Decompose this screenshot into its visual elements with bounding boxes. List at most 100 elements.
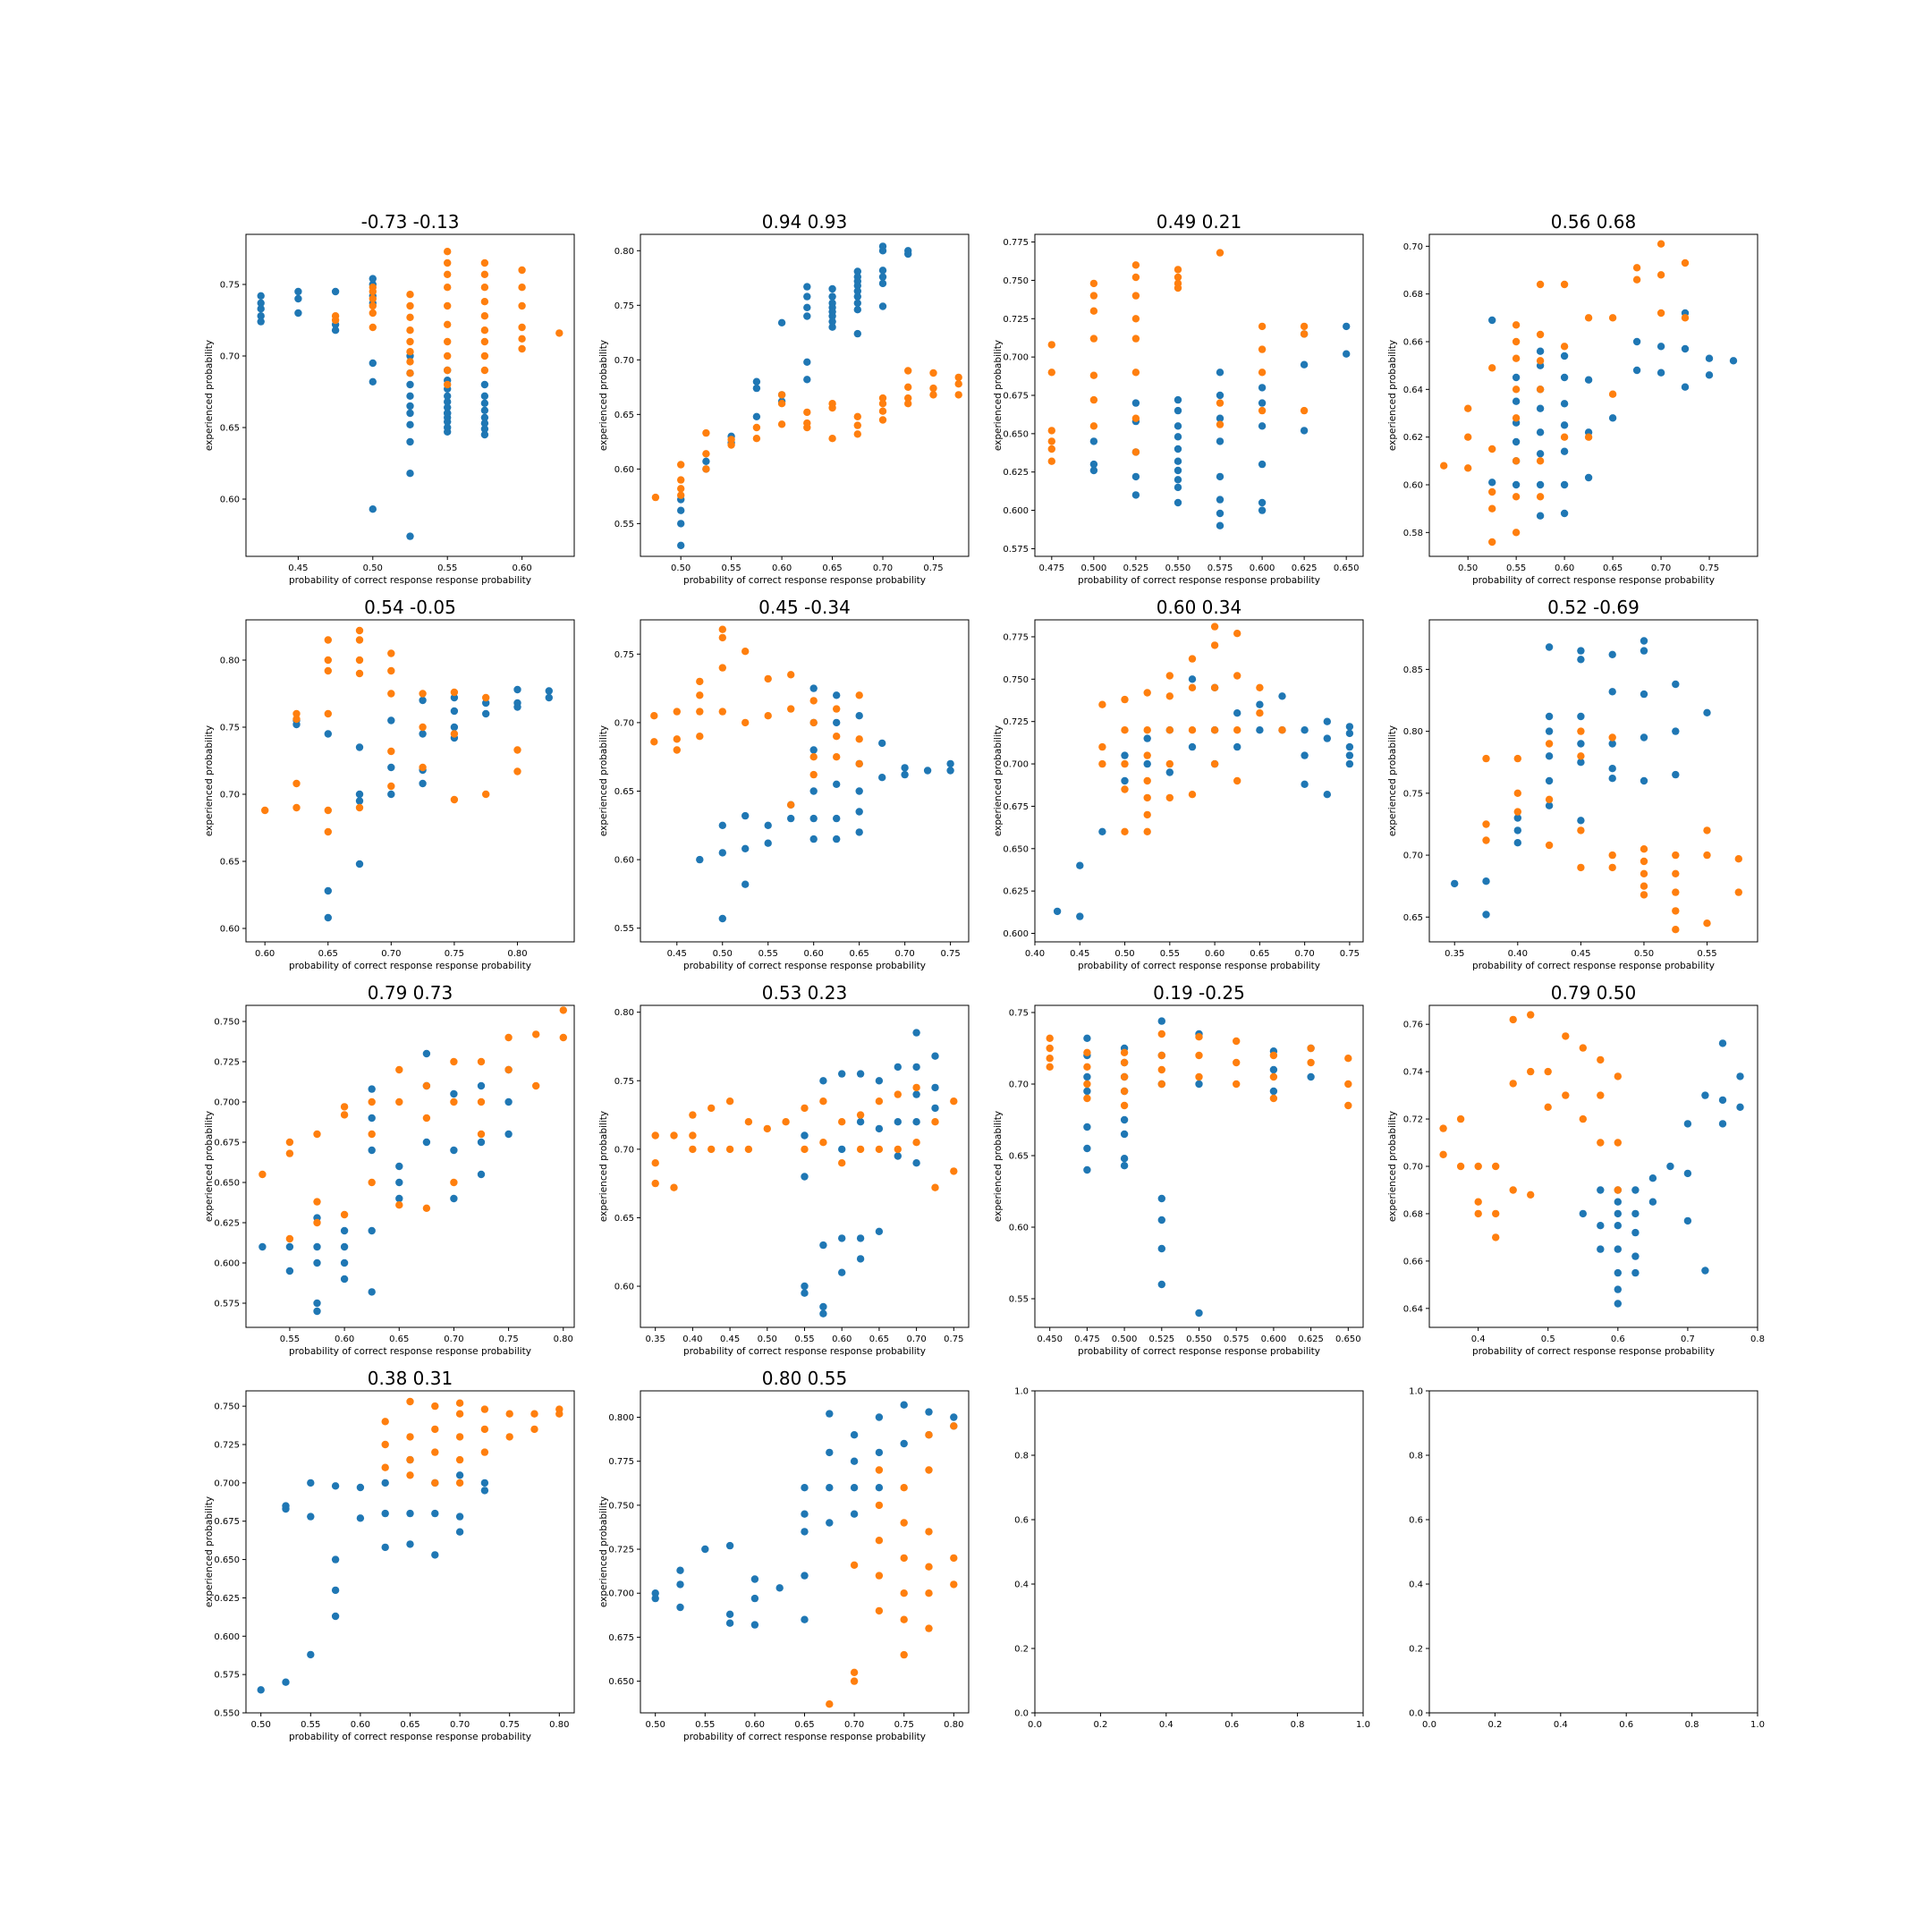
data-point	[878, 774, 886, 782]
subplot-title: 0.80 0.55	[762, 1368, 847, 1389]
x-tick-label: 0.75	[500, 1720, 520, 1730]
data-point	[931, 1104, 939, 1113]
data-point	[833, 835, 841, 843]
y-tick-label: 0.600	[214, 1632, 240, 1642]
data-point	[925, 1528, 933, 1536]
data-point	[764, 712, 772, 720]
data-point	[1121, 776, 1129, 785]
data-point	[1083, 1072, 1091, 1081]
data-point	[406, 1433, 414, 1441]
data-point	[954, 380, 962, 388]
y-tick-label: 1.0	[1409, 1387, 1423, 1397]
data-point	[369, 323, 377, 332]
data-point	[1536, 280, 1545, 289]
data-point	[482, 699, 490, 708]
data-point	[530, 1410, 538, 1418]
data-point	[1188, 675, 1197, 683]
series-2	[331, 248, 564, 389]
data-point	[1509, 1186, 1517, 1194]
data-point	[838, 1268, 846, 1276]
data-point	[1672, 770, 1680, 779]
data-point	[422, 1081, 431, 1090]
x-tick-label: 0.75	[1340, 949, 1360, 959]
x-tick-label: 0.45	[720, 1335, 740, 1344]
x-axis-label: probability of correct response response…	[289, 1732, 531, 1742]
data-point	[1344, 1101, 1352, 1110]
y-axis-label: experienced probability	[1387, 725, 1398, 836]
x-tick-label: 0.4	[1471, 1335, 1486, 1344]
data-point	[809, 753, 818, 761]
data-point	[1640, 776, 1648, 785]
data-point	[809, 770, 818, 779]
data-point	[1577, 727, 1585, 735]
data-point	[292, 779, 301, 788]
data-point	[875, 1227, 884, 1236]
data-point	[505, 1410, 513, 1418]
data-point	[904, 367, 912, 375]
data-point	[701, 1545, 709, 1554]
data-point	[406, 420, 414, 428]
data-point	[900, 1519, 908, 1527]
data-point	[419, 779, 427, 788]
data-point	[395, 1178, 403, 1187]
data-point	[1512, 529, 1521, 537]
data-point	[750, 1621, 759, 1629]
data-point	[444, 352, 452, 360]
data-point	[1120, 1058, 1129, 1067]
data-point	[801, 1572, 809, 1580]
data-point	[285, 1267, 294, 1275]
data-point	[313, 1258, 321, 1267]
data-point	[950, 1580, 958, 1589]
data-point	[1089, 395, 1098, 404]
x-axis-label: probability of correct response response…	[683, 575, 926, 586]
data-point	[925, 1624, 933, 1632]
data-point	[406, 1540, 414, 1548]
data-point	[406, 369, 414, 377]
data-point	[931, 1083, 939, 1092]
x-tick-label: 0.4	[1554, 1720, 1568, 1730]
data-point	[727, 441, 735, 449]
x-tick-label: 0.650	[1335, 1335, 1361, 1344]
data-point	[450, 1194, 458, 1203]
data-point	[1307, 1058, 1315, 1067]
y-tick-label: 0.750	[1003, 276, 1029, 286]
data-point	[1640, 637, 1648, 645]
data-point	[1098, 759, 1106, 768]
data-point	[324, 827, 332, 836]
data-point	[355, 797, 364, 805]
data-point	[787, 801, 795, 809]
data-point	[1047, 437, 1056, 445]
data-point	[1121, 726, 1129, 734]
plot-frame	[1034, 619, 1364, 943]
data-point	[1640, 733, 1648, 741]
x-tick-label: 0.525	[1148, 1335, 1174, 1344]
data-point	[1174, 395, 1182, 404]
data-point	[1584, 376, 1593, 384]
y-tick-label: 0.750	[214, 1402, 240, 1412]
data-point	[875, 1448, 884, 1457]
data-point	[1131, 369, 1140, 377]
data-point	[1577, 817, 1585, 825]
data-point	[1323, 717, 1332, 725]
data-point	[950, 1413, 958, 1421]
data-point	[1482, 877, 1490, 886]
x-tick-label: 0.6	[1611, 1335, 1625, 1344]
data-point	[340, 1103, 349, 1111]
data-point	[1488, 538, 1496, 547]
data-point	[833, 733, 841, 741]
data-point	[480, 298, 489, 306]
data-point	[455, 1410, 464, 1418]
data-point	[853, 267, 861, 275]
subplot-title: 0.94 0.93	[762, 211, 847, 233]
data-point	[819, 1309, 827, 1318]
data-point	[954, 373, 962, 382]
subplot-title: 0.56 0.68	[1551, 211, 1636, 233]
data-point	[368, 1085, 376, 1093]
data-point	[1165, 692, 1174, 700]
series-2	[1439, 1011, 1623, 1241]
data-point	[419, 723, 427, 732]
data-point	[258, 1242, 267, 1251]
subplot-7: 0.40 0.45 0.50 0.55 0.60 0.65 0.70 0.75 0.600 0.6…	[993, 597, 1364, 971]
data-point	[292, 803, 301, 812]
data-point	[282, 1678, 290, 1686]
